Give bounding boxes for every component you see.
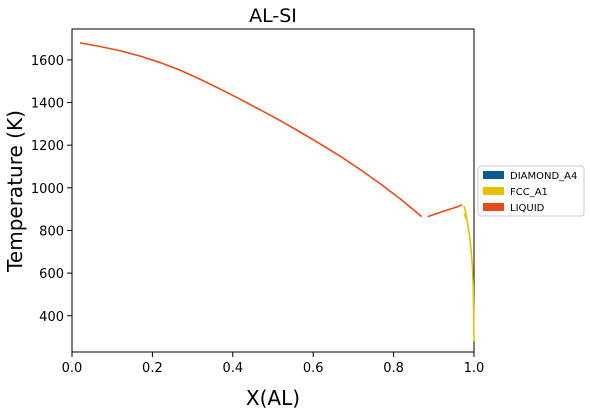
legend-box bbox=[477, 165, 585, 217]
x-tick-label: 0.0 bbox=[62, 361, 83, 376]
legend: DIAMOND_A4 FCC_A1 LIQUID bbox=[477, 165, 585, 217]
legend-swatch-diamond_a4 bbox=[483, 171, 504, 179]
y-axis-label: Temperature (K) bbox=[3, 110, 27, 273]
legend-swatch-liquid bbox=[483, 203, 504, 211]
series-layer bbox=[79, 42, 475, 342]
series-line-liquid bbox=[79, 42, 423, 218]
x-tick-label: 0.8 bbox=[383, 361, 404, 376]
chart-title: AL-SI bbox=[249, 5, 297, 27]
series-line-liquid bbox=[427, 204, 463, 218]
y-tick-label: 1200 bbox=[31, 139, 64, 154]
x-tick-label: 1.0 bbox=[464, 361, 485, 376]
series-line-fcc_a1 bbox=[463, 213, 467, 220]
y-tick-label: 1400 bbox=[31, 97, 64, 112]
x-tick-label: 0.2 bbox=[142, 361, 163, 376]
x-axis: 0.0 0.2 0.4 0.6 0.8 1.0 bbox=[62, 352, 485, 376]
y-tick-label: 800 bbox=[39, 224, 64, 239]
y-tick-label: 600 bbox=[39, 267, 64, 282]
x-axis-label: X(AL) bbox=[246, 386, 300, 410]
legend-label: FCC_A1 bbox=[510, 187, 548, 198]
legend-label: LIQUID bbox=[510, 203, 545, 214]
x-tick-label: 0.4 bbox=[222, 361, 243, 376]
series-line-fcc_a1 bbox=[463, 205, 475, 342]
legend-label: DIAMOND_A4 bbox=[510, 171, 577, 182]
legend-swatch-fcc_a1 bbox=[483, 187, 504, 195]
y-tick-label: 400 bbox=[39, 310, 64, 325]
y-tick-label: 1600 bbox=[31, 54, 64, 69]
y-tick-label: 1000 bbox=[31, 182, 64, 197]
plot-area bbox=[71, 28, 475, 353]
y-axis: 400 600 800 1000 1200 1400 1600 bbox=[31, 54, 72, 325]
x-tick-label: 0.6 bbox=[303, 361, 324, 376]
